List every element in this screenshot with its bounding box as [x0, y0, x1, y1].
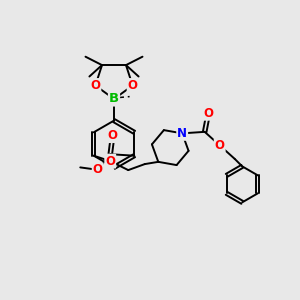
Text: O: O: [105, 154, 115, 168]
Text: B: B: [109, 92, 119, 106]
Text: N: N: [177, 127, 187, 140]
Text: O: O: [128, 79, 138, 92]
Text: O: O: [203, 107, 213, 120]
Text: O: O: [215, 139, 225, 152]
Text: O: O: [108, 129, 118, 142]
Text: O: O: [93, 163, 103, 176]
Text: O: O: [90, 79, 100, 92]
